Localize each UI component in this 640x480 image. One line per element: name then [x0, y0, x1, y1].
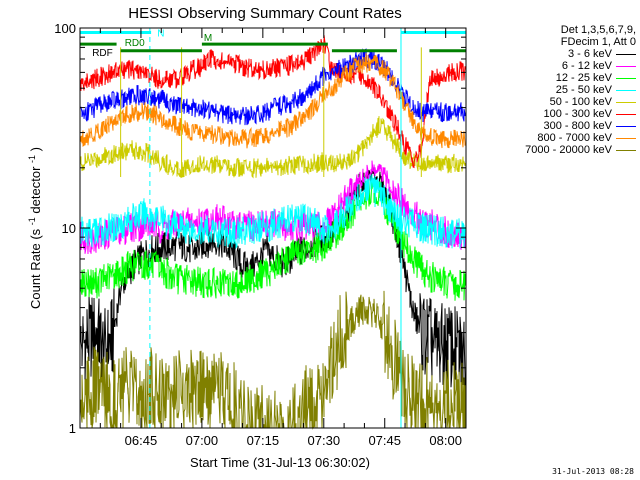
legend-item: 25 - 50 keV [486, 84, 636, 96]
legend-swatch [616, 137, 636, 139]
x-axis-label: Start Time (31-Jul-13 06:30:02) [190, 455, 370, 470]
legend-swatch [616, 113, 636, 115]
x-axis: 06:45 07:00 07:15 07:30 07:45 08:00 [99, 28, 462, 448]
legend-item-label: 7000 - 20000 keV [525, 144, 612, 156]
legend-swatch [616, 125, 636, 127]
legend-item-label: 100 - 300 keV [543, 108, 613, 120]
y-axis: 1 10 100 [54, 21, 466, 436]
y-axis-label: Count Rate (s -1 detector -1 ) [23, 147, 43, 309]
legend-swatch [616, 77, 636, 79]
y-axis-label-part: detector [28, 166, 43, 214]
y-axis-label-group: Count Rate (s -1 detector -1 ) [23, 147, 43, 309]
y-axis-label-exp: -1 [27, 155, 37, 163]
legend-item: 6 - 12 keV [486, 60, 636, 72]
x-tick-label: 06:45 [125, 433, 158, 448]
legend-item: 300 - 800 keV [486, 120, 636, 132]
legend-item: 800 - 7000 keV [486, 132, 636, 144]
legend-item-label: 800 - 7000 keV [537, 132, 612, 144]
x-tick-label: 07:45 [368, 433, 401, 448]
y-axis-label-exp: -1 [27, 217, 37, 225]
y-tick-label: 1 [69, 421, 76, 436]
legend-item: 7000 - 20000 keV [486, 144, 636, 156]
y-axis-label-part: Count Rate (s [28, 228, 43, 309]
legend-item: 3 - 6 keV [486, 48, 636, 60]
legend-item-label: 12 - 25 keV [555, 72, 612, 84]
x-tick-label: 07:15 [247, 433, 280, 448]
legend-item-label: 50 - 100 keV [549, 96, 612, 108]
series-line [80, 290, 466, 430]
x-tick-label: 07:30 [308, 433, 341, 448]
footer-timestamp: 31-Jul-2013 08:28 [552, 467, 634, 476]
legend-swatch [616, 101, 636, 103]
x-tick-label: 08:00 [429, 433, 462, 448]
legend-swatch [616, 65, 636, 67]
legend-item-label: 6 - 12 keV [561, 60, 612, 72]
legend-swatch [616, 53, 636, 55]
legend-item-label: 300 - 800 keV [543, 120, 613, 132]
y-tick-label: 100 [54, 21, 76, 36]
x-tick-label: 07:00 [186, 433, 219, 448]
legend-rows: 3 - 6 keV 6 - 12 keV 12 - 25 keV 25 - 50 ke… [486, 48, 636, 156]
legend-item: 100 - 300 keV [486, 108, 636, 120]
legend-item-label: 25 - 50 keV [555, 84, 612, 96]
flag-annotation: M [204, 33, 212, 44]
y-tick-label: 10 [62, 221, 76, 236]
flag-annotation: N [157, 28, 164, 39]
y-axis-label-part: ) [28, 147, 43, 151]
flag-annotation: RDF [92, 48, 113, 59]
legend-header-line: Det 1,3,5,6,7,9, [560, 24, 636, 36]
legend-item: 50 - 100 keV [486, 96, 636, 108]
series-line [80, 165, 466, 396]
flag-annotation: RD0 [125, 38, 145, 49]
chart-title: HESSI Observing Summary Count Rates [128, 5, 401, 22]
legend-item: 12 - 25 keV [486, 72, 636, 84]
legend-item-label: 3 - 6 keV [567, 48, 612, 60]
plot-area: N RD0 RDF M [79, 27, 467, 430]
legend-swatch [616, 89, 636, 91]
legend-header-line: FDecim 1, Att 0 [560, 36, 636, 48]
legend: Det 1,3,5,6,7,9, FDecim 1, Att 0 3 - 6 k… [486, 24, 636, 156]
legend-swatch [616, 149, 636, 151]
